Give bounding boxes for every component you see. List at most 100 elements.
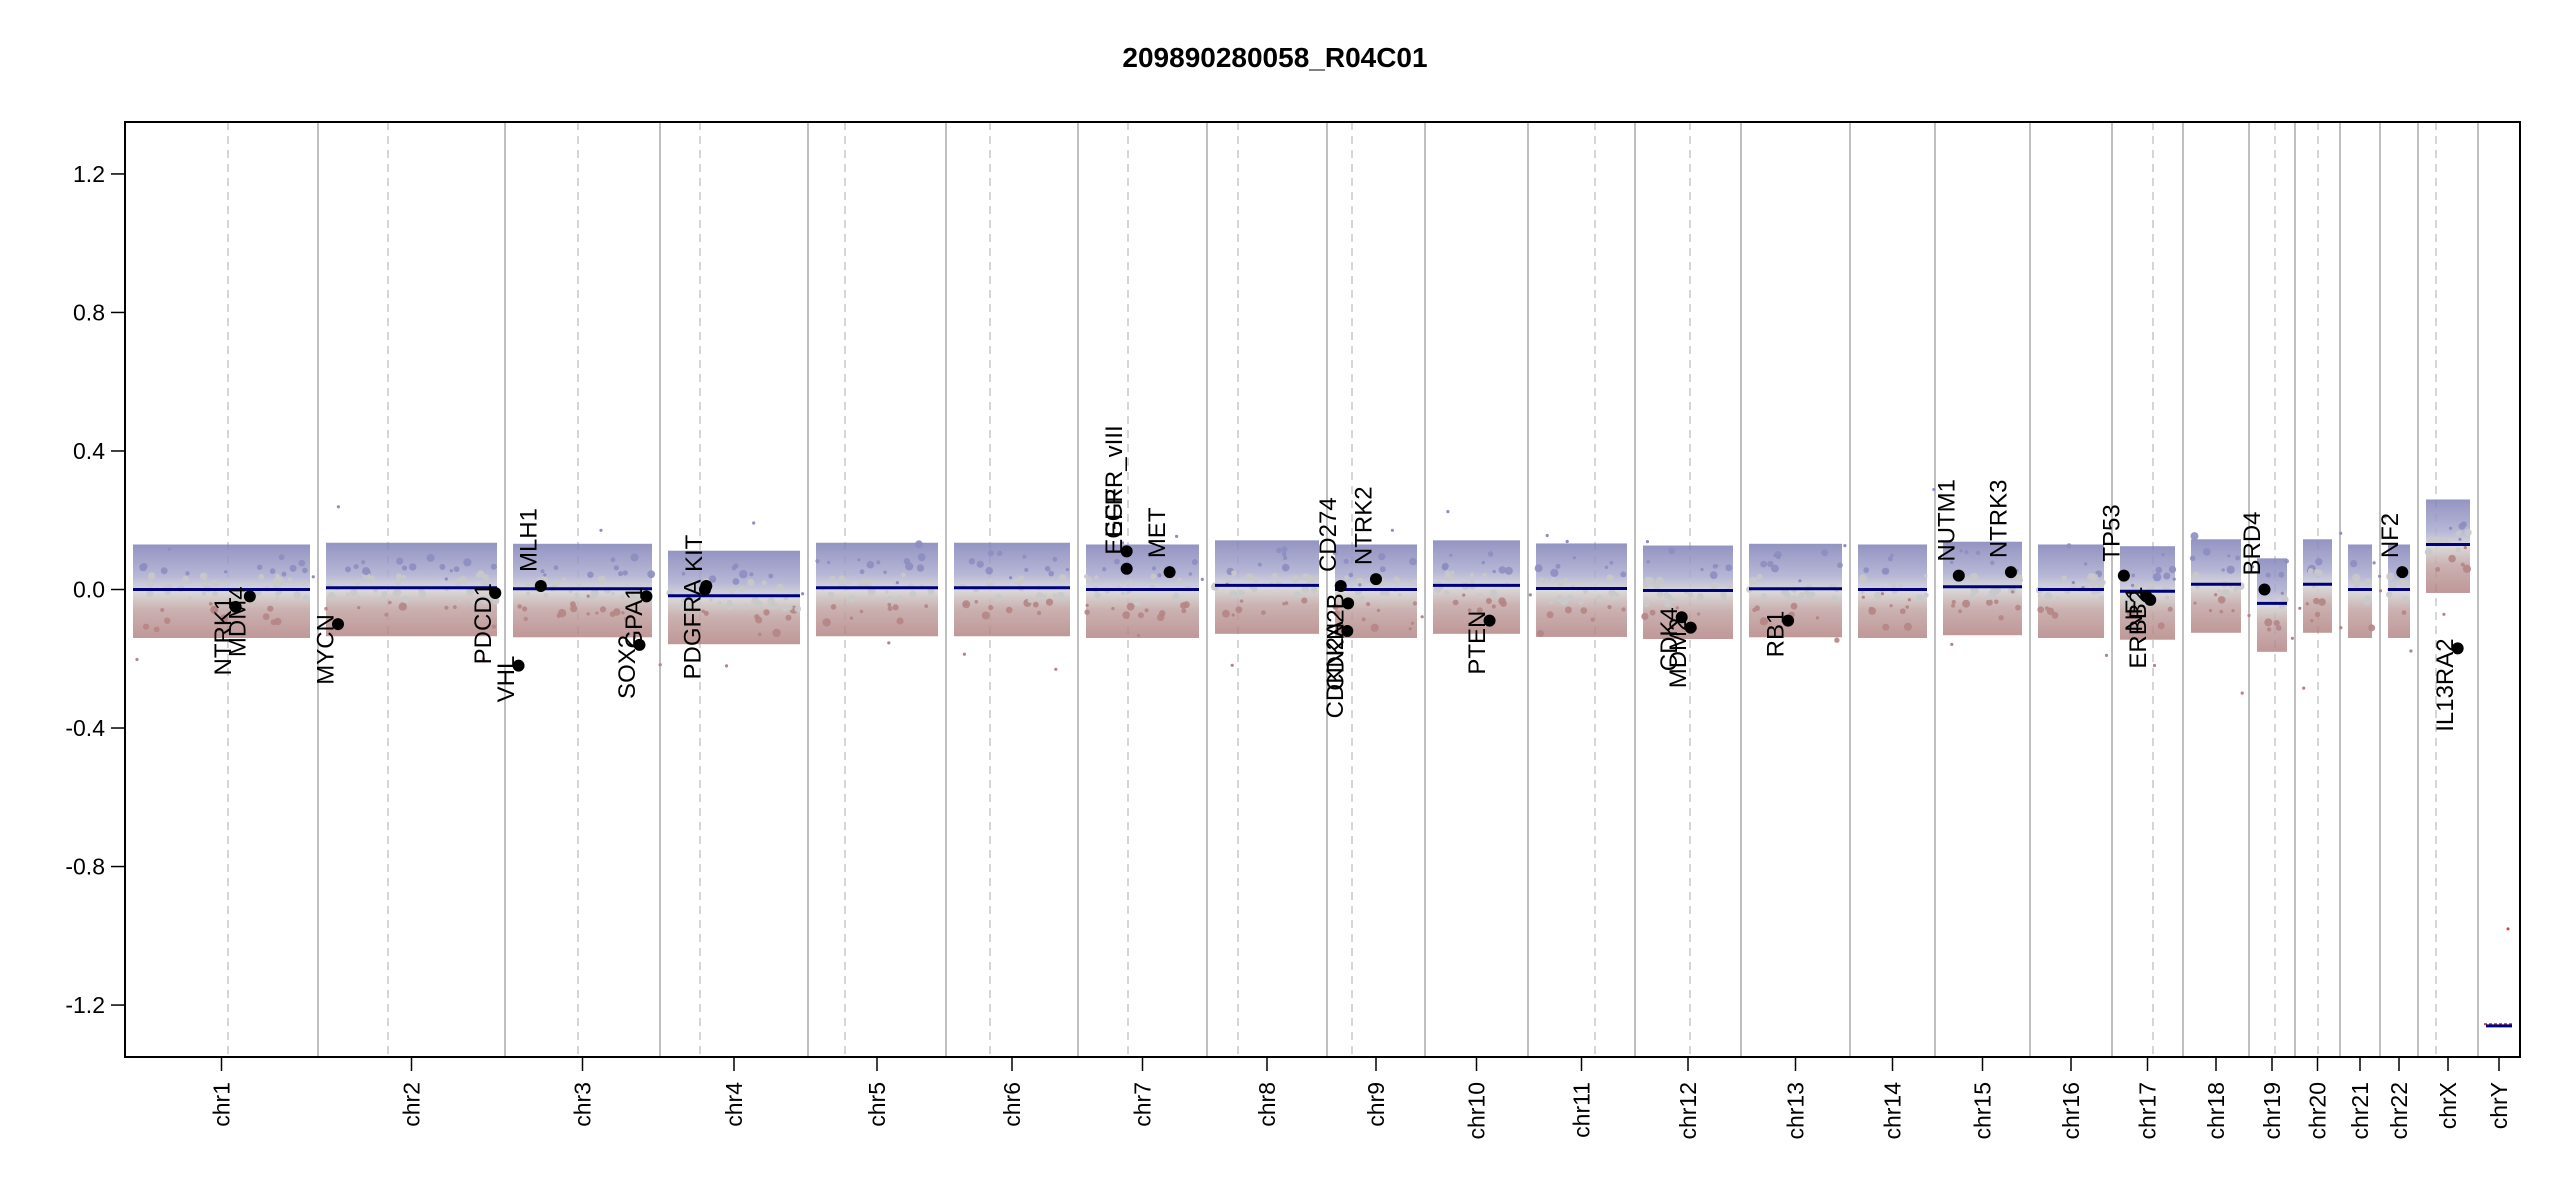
probe-point — [1271, 573, 1278, 579]
y-axis: 1.2 0.8 0.4 0.0 -0.4 -0.8 -1.2 — [65, 161, 126, 1018]
probe-point — [1751, 578, 1756, 583]
probe-point — [2157, 622, 2165, 630]
probe-point — [1504, 566, 1513, 575]
probe-point — [1771, 564, 1779, 573]
probe-point — [2066, 543, 2072, 549]
probe-point — [540, 569, 545, 574]
probe-point — [849, 616, 854, 620]
probe-cloud — [816, 542, 938, 637]
probe-point — [1970, 573, 1979, 582]
probe-point — [2310, 619, 2314, 623]
probe-point — [1009, 576, 1013, 580]
probe-point — [324, 606, 328, 611]
gene-label: CDKN2A — [1322, 621, 1349, 718]
probe-point — [1756, 573, 1763, 580]
gene-label: NUTM1 — [1933, 479, 1960, 562]
probe-point — [1065, 567, 1069, 572]
gene-point — [1163, 566, 1176, 579]
probe-point — [401, 575, 407, 580]
probe-point — [1959, 549, 1963, 553]
probe-point — [1120, 541, 1124, 545]
probe-point — [302, 599, 307, 603]
y-tick-label: 0.0 — [73, 577, 105, 603]
probe-point — [1284, 601, 1289, 605]
gene-point — [1483, 614, 1496, 627]
probe-point — [815, 559, 820, 564]
probe-point — [1378, 552, 1386, 561]
probe-point — [589, 595, 596, 602]
probe-point — [2350, 560, 2358, 568]
probe-point — [362, 567, 370, 576]
probe-point — [1675, 606, 1680, 610]
probe-point — [1924, 574, 1928, 578]
probe-point — [2267, 627, 2272, 632]
probe-point — [1643, 600, 1650, 608]
probe-point — [1667, 596, 1673, 602]
probe-point — [2163, 572, 2171, 580]
probe-point — [452, 605, 457, 610]
probe-point — [298, 559, 306, 567]
probe-point — [426, 553, 435, 562]
probe-point — [1032, 601, 1039, 608]
probe-point — [903, 558, 911, 565]
gene-point — [1342, 597, 1355, 610]
x-tick-label: chr16 — [2058, 1082, 2084, 1140]
probe-point — [1962, 599, 1971, 608]
probe-point — [1393, 576, 1400, 583]
probe-point — [1860, 590, 1865, 595]
probe-point — [1489, 589, 1498, 597]
probe-point — [1222, 609, 1230, 618]
probe-point — [146, 590, 154, 598]
probe-point — [1229, 590, 1238, 599]
probe-point — [373, 588, 378, 593]
probe-point — [622, 570, 628, 576]
probe-point — [732, 578, 740, 585]
probe-point — [2019, 578, 2023, 582]
probe-point — [212, 580, 220, 587]
probe-point — [1668, 547, 1676, 555]
probe-point — [2386, 572, 2395, 581]
probe-point — [2161, 553, 2165, 557]
probe-point — [1476, 607, 1483, 614]
probe-point — [1462, 593, 1466, 597]
probe-point — [1094, 592, 1101, 599]
probe-point — [610, 557, 616, 563]
probe-point — [574, 592, 579, 597]
probe-point — [1231, 570, 1237, 576]
x-tick-label: chr9 — [1363, 1082, 1389, 1127]
probe-point — [2011, 590, 2015, 594]
probe-point — [199, 572, 208, 580]
probe-point — [1181, 608, 1187, 614]
probe-point — [763, 609, 770, 616]
probe-point — [752, 521, 756, 525]
probe-point — [2190, 532, 2199, 541]
probe-point — [1058, 574, 1067, 582]
probe-point — [201, 591, 207, 597]
probe-point — [917, 553, 926, 562]
probe-point — [1986, 599, 1993, 606]
probe-point — [278, 554, 285, 561]
probe-point — [725, 602, 734, 611]
probe-point — [2298, 606, 2302, 610]
gene-point — [229, 600, 242, 613]
probe-point — [1965, 576, 1970, 580]
gene-label: GPA1 — [621, 586, 648, 648]
probe-point — [827, 591, 835, 599]
probe-point — [1837, 562, 1843, 568]
probe-point — [2386, 591, 2393, 598]
probe-point — [997, 550, 1003, 556]
probe-point — [1366, 602, 1371, 607]
probe-point — [2364, 578, 2372, 586]
probe-point — [2098, 595, 2105, 602]
probe-point — [167, 547, 172, 551]
probe-point — [2463, 546, 2467, 550]
probe-point — [2281, 595, 2289, 604]
probe-point — [327, 583, 332, 587]
probe-point — [1549, 600, 1554, 605]
probe-point — [2314, 568, 2320, 574]
probe-point — [1024, 567, 1029, 573]
probe-point — [1360, 595, 1365, 601]
x-axis: chr1 chr2 chr3 chr4 chr5 chr6 chr7 chr8 chr9 chr1… — [209, 1057, 2512, 1140]
x-tick-label: chr14 — [1880, 1082, 1906, 1140]
probe-point — [1485, 598, 1492, 604]
